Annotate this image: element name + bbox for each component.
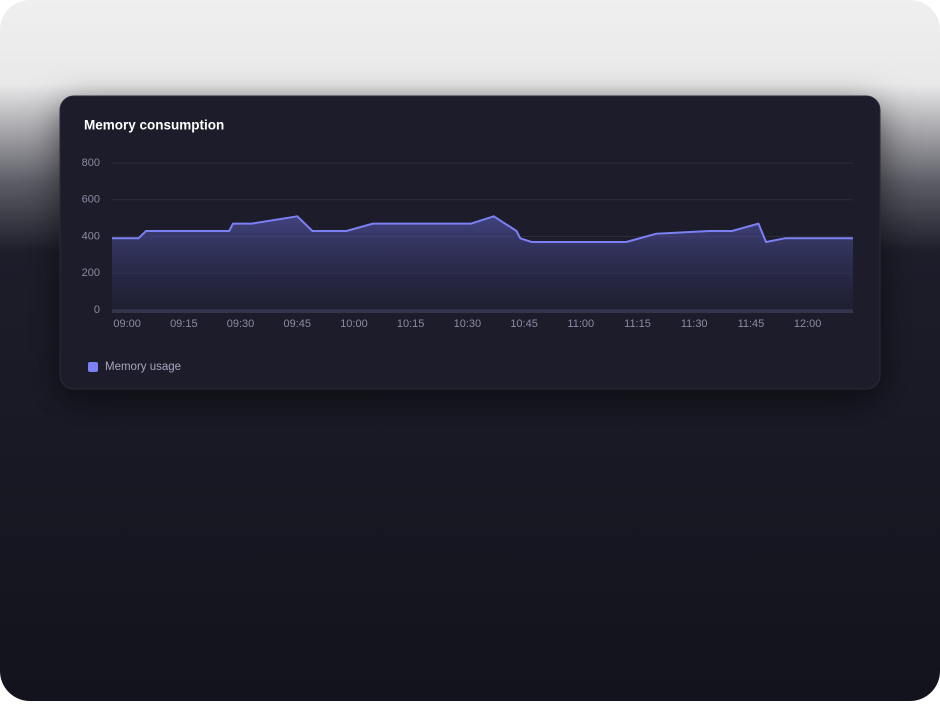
x-tick-label: 11:00 (567, 318, 594, 330)
y-tick-label: 0 (94, 304, 100, 316)
x-tick-label: 09:15 (170, 318, 198, 330)
x-tick-label: 11:45 (738, 318, 765, 330)
x-tick-label: 10:45 (510, 318, 538, 330)
x-tick-label: 09:30 (227, 318, 255, 330)
y-tick-label: 400 (82, 230, 100, 242)
x-tick-label: 10:15 (397, 318, 425, 330)
x-tick-label: 10:30 (454, 318, 482, 330)
y-tick-label: 200 (82, 267, 100, 279)
baseline (112, 309, 853, 313)
area-fill (112, 216, 853, 310)
x-tick-label: 11:30 (681, 318, 708, 330)
y-tick-label: 800 (82, 157, 100, 169)
chart-title: Memory consumption (84, 118, 224, 133)
x-tick-label: 10:00 (340, 318, 368, 330)
x-tick-label: 09:00 (113, 318, 141, 330)
legend-swatch (88, 362, 98, 372)
x-tick-label: 09:45 (283, 318, 311, 330)
plot: 0 200 400 600 800 09:00 09:15 09:30 09:45 10:00 10… (82, 157, 853, 373)
legend-label: Memory usage (105, 361, 181, 373)
x-tick-label: 11:15 (624, 318, 651, 330)
line (112, 215, 853, 243)
x-tick-label: 12:00 (794, 318, 822, 330)
y-tick-label: 600 (82, 194, 100, 206)
